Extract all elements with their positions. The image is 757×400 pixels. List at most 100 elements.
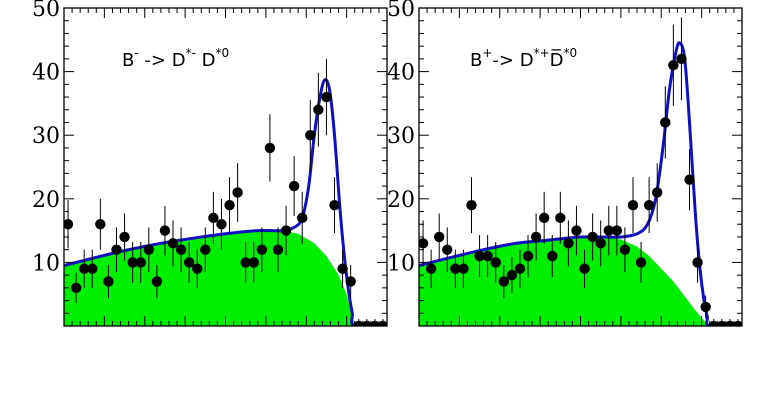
data-point-25 bbox=[264, 114, 276, 182]
data-marker bbox=[70, 282, 82, 294]
data-marker bbox=[369, 320, 381, 326]
data-point-34 bbox=[337, 249, 348, 288]
title-text: D bbox=[196, 50, 216, 71]
data-marker bbox=[635, 257, 647, 268]
title-superscript: *+ bbox=[534, 46, 550, 60]
data-marker bbox=[167, 238, 179, 249]
data-marker bbox=[103, 276, 114, 287]
data-marker bbox=[433, 231, 445, 243]
data-point-33 bbox=[684, 149, 695, 211]
data-marker bbox=[377, 320, 387, 326]
data-marker bbox=[143, 244, 154, 255]
background-shape bbox=[64, 230, 355, 326]
data-marker bbox=[78, 263, 90, 274]
data-marker bbox=[419, 238, 429, 249]
data-point-11 bbox=[151, 264, 163, 299]
data-marker bbox=[627, 199, 639, 211]
left-panel-plot: 10 20 30 40 50 B- -> D*- D*0 bbox=[32, 0, 388, 327]
data-marker bbox=[450, 263, 461, 274]
data-marker bbox=[530, 231, 542, 243]
y-tick-label: 10 bbox=[387, 251, 415, 276]
data-point-33 bbox=[329, 177, 340, 234]
data-marker bbox=[652, 187, 663, 198]
data-marker bbox=[474, 250, 485, 262]
data-point-13 bbox=[167, 220, 179, 267]
data-point-10 bbox=[143, 227, 154, 272]
data-point-16 bbox=[547, 235, 558, 278]
data-marker bbox=[119, 231, 130, 243]
data-marker bbox=[345, 276, 356, 287]
right-panel-plot: 10 20 30 40 50 B+-> D*+D̅*0 bbox=[387, 0, 743, 327]
title-superscript: *0 bbox=[216, 46, 230, 60]
data-marker bbox=[329, 199, 340, 211]
data-point-22 bbox=[595, 220, 606, 267]
data-marker bbox=[724, 320, 736, 326]
data-point-14 bbox=[175, 227, 187, 272]
data-marker bbox=[684, 174, 695, 185]
title-text: B bbox=[470, 50, 482, 71]
data-marker bbox=[555, 212, 566, 224]
data-point-18 bbox=[563, 220, 574, 267]
data-point-10 bbox=[498, 264, 509, 299]
data-marker bbox=[676, 53, 687, 65]
data-point-20 bbox=[224, 177, 235, 234]
axis-ticks bbox=[418, 7, 743, 327]
data-marker bbox=[643, 199, 655, 211]
data-marker bbox=[224, 199, 235, 211]
data-marker bbox=[216, 219, 227, 230]
data-marker bbox=[660, 117, 671, 128]
title-text: D̅ bbox=[550, 49, 564, 71]
data-marker bbox=[183, 257, 195, 268]
title-superscript: + bbox=[482, 46, 492, 60]
data-point-35 bbox=[700, 295, 711, 319]
data-point-16 bbox=[192, 249, 203, 288]
data-marker bbox=[127, 257, 138, 268]
data-point-13 bbox=[522, 235, 534, 278]
data-point-6 bbox=[466, 177, 477, 234]
data-point-15 bbox=[538, 191, 550, 244]
data-marker bbox=[498, 276, 509, 287]
title-text: B bbox=[122, 50, 134, 71]
data-marker bbox=[248, 257, 259, 268]
data-point-24 bbox=[611, 205, 623, 256]
data-marker bbox=[111, 244, 122, 255]
title-text: -> D bbox=[139, 50, 186, 71]
data-point-21 bbox=[587, 213, 598, 261]
data-point-6 bbox=[111, 227, 122, 272]
data-point-8 bbox=[482, 235, 493, 278]
data-marker bbox=[305, 130, 316, 141]
data-marker bbox=[361, 320, 373, 326]
data-marker bbox=[514, 263, 526, 274]
data-marker bbox=[232, 187, 243, 198]
fit-curve bbox=[419, 41, 742, 326]
data-point-5 bbox=[458, 249, 469, 288]
data-point-5 bbox=[103, 264, 114, 299]
title-text: -> D bbox=[492, 50, 533, 71]
data-point-27 bbox=[635, 242, 647, 283]
data-point-3 bbox=[87, 249, 98, 288]
data-marker bbox=[192, 263, 203, 274]
data-point-18 bbox=[208, 191, 219, 244]
data-marker bbox=[619, 244, 631, 255]
data-point-9 bbox=[490, 242, 501, 283]
title-superscript: - bbox=[134, 46, 138, 60]
y-tick-label: 50 bbox=[32, 0, 60, 22]
data-point-35 bbox=[345, 264, 356, 299]
data-marker bbox=[611, 225, 623, 236]
y-tick-label: 50 bbox=[387, 0, 415, 22]
data-point-12 bbox=[159, 205, 171, 256]
panel-title: B- -> D*- D*0 bbox=[122, 46, 229, 71]
data-marker bbox=[700, 301, 711, 313]
data-marker bbox=[522, 250, 534, 262]
data-marker bbox=[571, 225, 582, 236]
data-marker bbox=[95, 219, 106, 230]
data-point-22 bbox=[240, 242, 251, 283]
data-marker bbox=[506, 269, 518, 281]
data-point-7 bbox=[474, 235, 485, 278]
data-point-17 bbox=[200, 227, 211, 272]
data-marker bbox=[466, 199, 477, 211]
data-marker bbox=[264, 142, 276, 154]
data-point-1 bbox=[425, 249, 437, 288]
data-point-28 bbox=[643, 177, 655, 234]
